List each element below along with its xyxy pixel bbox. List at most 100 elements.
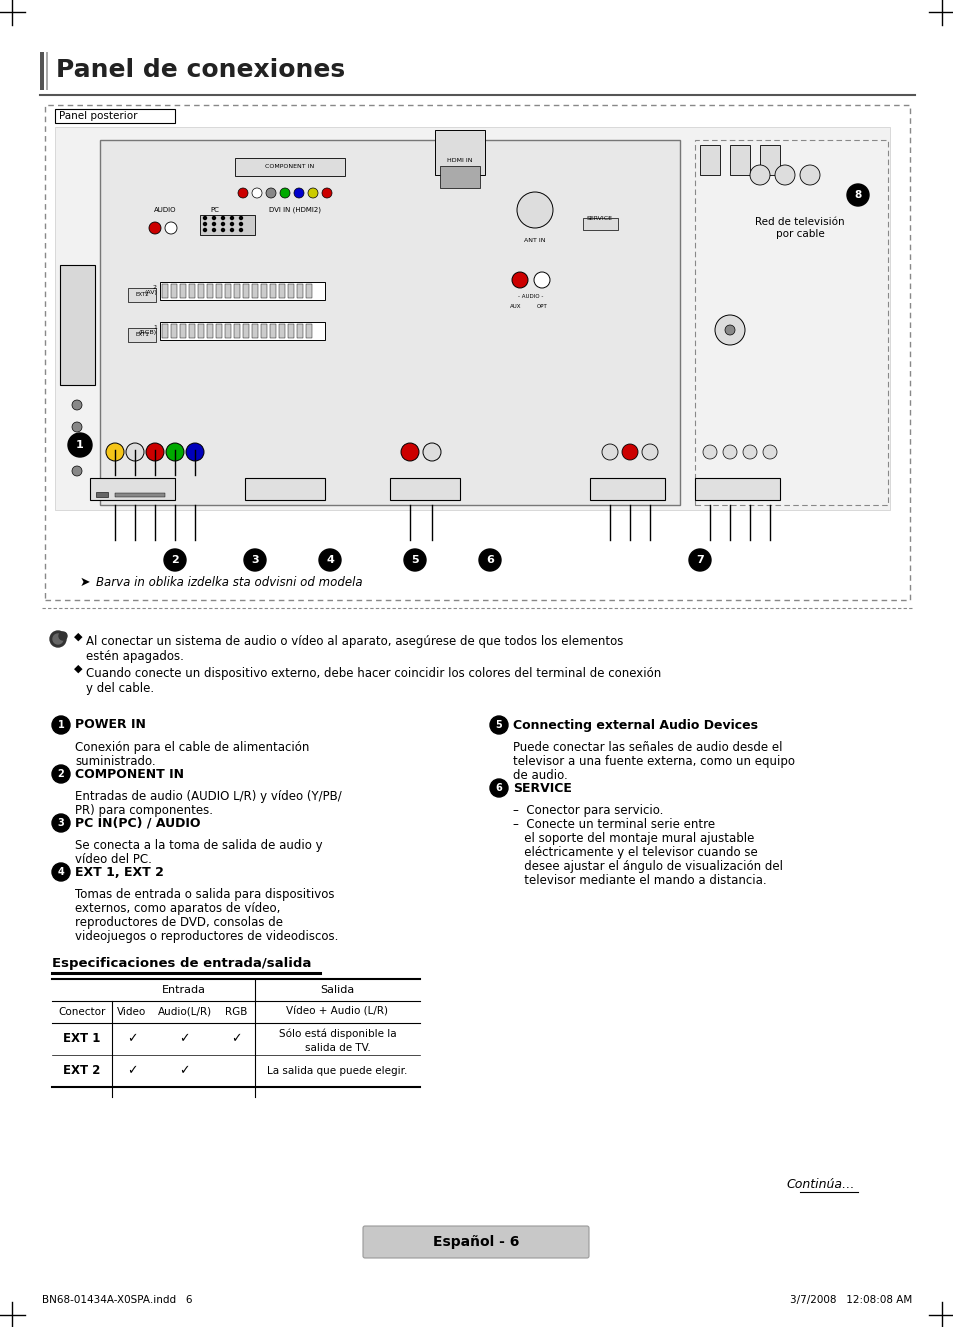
Circle shape — [52, 717, 70, 734]
Text: televisor mediante el mando a distancia.: televisor mediante el mando a distancia. — [513, 874, 766, 886]
Circle shape — [239, 228, 242, 231]
Circle shape — [203, 223, 206, 226]
Bar — [243, 284, 249, 299]
Bar — [261, 284, 267, 299]
Text: 1: 1 — [57, 721, 64, 730]
Circle shape — [490, 717, 507, 734]
Text: desee ajustar el ángulo de visualización del: desee ajustar el ángulo de visualización… — [513, 860, 782, 873]
Text: Entradas de audio (AUDIO L/R) y vídeo (Y/PB/: Entradas de audio (AUDIO L/R) y vídeo (Y… — [75, 790, 341, 803]
Circle shape — [422, 443, 440, 460]
Text: EXT 2: EXT 2 — [63, 1064, 101, 1078]
Bar — [695, 141, 887, 506]
Text: DVI IN (HDMI2): DVI IN (HDMI2) — [269, 207, 320, 214]
Bar — [306, 324, 312, 338]
Circle shape — [221, 216, 224, 219]
Text: 6: 6 — [496, 783, 502, 794]
Bar — [729, 145, 749, 175]
Text: 5: 5 — [496, 721, 502, 730]
Text: EXT 1, EXT 2: EXT 1, EXT 2 — [75, 865, 164, 878]
Text: Especificaciones de entrada/salida: Especificaciones de entrada/salida — [52, 957, 311, 970]
Text: Video: Video — [117, 1007, 147, 1016]
Text: ◆: ◆ — [74, 664, 82, 674]
Bar — [700, 145, 720, 175]
Bar — [225, 284, 231, 299]
Text: ✓: ✓ — [231, 1032, 241, 1046]
Circle shape — [231, 228, 233, 231]
Circle shape — [146, 443, 164, 460]
Circle shape — [702, 445, 717, 459]
Text: ANT IN: ANT IN — [524, 238, 545, 243]
Bar — [288, 324, 294, 338]
Text: televisor a una fuente externa, como un equipo: televisor a una fuente externa, como un … — [513, 755, 794, 768]
Bar — [278, 324, 285, 338]
Circle shape — [164, 549, 186, 571]
Bar — [46, 52, 48, 90]
Bar — [160, 283, 325, 300]
Circle shape — [52, 863, 70, 881]
Circle shape — [621, 445, 638, 460]
Circle shape — [239, 223, 242, 226]
Bar — [100, 141, 679, 506]
Circle shape — [318, 549, 340, 571]
Text: 4: 4 — [326, 555, 334, 565]
Text: Al conectar un sistema de audio o vídeo al aparato, asegúrese de que todos los e: Al conectar un sistema de audio o vídeo … — [86, 636, 622, 648]
Circle shape — [71, 422, 82, 433]
Bar — [760, 145, 780, 175]
Text: ✓: ✓ — [127, 1032, 137, 1046]
Text: PR) para componentes.: PR) para componentes. — [75, 804, 213, 817]
Circle shape — [213, 223, 215, 226]
Text: EXT1: EXT1 — [135, 333, 149, 337]
Bar — [128, 328, 156, 342]
Text: ➤: ➤ — [80, 576, 91, 588]
Circle shape — [534, 272, 550, 288]
Circle shape — [221, 228, 224, 231]
Circle shape — [517, 192, 553, 228]
Circle shape — [490, 779, 507, 798]
Text: Panel posterior: Panel posterior — [59, 111, 137, 121]
Text: EXT2: EXT2 — [135, 292, 149, 297]
Text: 1: 1 — [76, 441, 84, 450]
Circle shape — [294, 188, 304, 198]
Circle shape — [68, 433, 91, 456]
Bar — [171, 324, 177, 338]
Text: EXT 1: EXT 1 — [63, 1032, 101, 1046]
Text: COMPONENT IN: COMPONENT IN — [265, 165, 314, 170]
Bar — [233, 324, 240, 338]
Text: estén apagados.: estén apagados. — [86, 650, 184, 664]
Text: 4: 4 — [57, 867, 64, 877]
Text: POWER IN: POWER IN — [75, 718, 146, 731]
Circle shape — [71, 466, 82, 476]
Text: 7: 7 — [696, 555, 703, 565]
Text: SERVICE: SERVICE — [513, 782, 571, 795]
Text: 6: 6 — [485, 555, 494, 565]
Text: y del cable.: y del cable. — [86, 682, 154, 695]
Text: externos, como aparatos de vídeo,: externos, como aparatos de vídeo, — [75, 902, 280, 916]
Text: ✓: ✓ — [179, 1032, 190, 1046]
Bar — [200, 215, 254, 235]
Circle shape — [512, 272, 527, 288]
Circle shape — [308, 188, 317, 198]
Circle shape — [800, 165, 820, 184]
Circle shape — [166, 443, 184, 460]
Text: Audio(L/R): Audio(L/R) — [157, 1007, 212, 1016]
Circle shape — [53, 634, 63, 644]
Bar — [55, 109, 174, 123]
Text: Panel de conexiones: Panel de conexiones — [56, 58, 345, 82]
Bar — [439, 166, 479, 188]
Circle shape — [231, 223, 233, 226]
Bar — [252, 324, 257, 338]
Text: Tomas de entrada o salida para dispositivos: Tomas de entrada o salida para dispositi… — [75, 888, 335, 901]
Bar — [45, 105, 909, 600]
Bar — [189, 324, 194, 338]
Circle shape — [71, 399, 82, 410]
Text: AUX: AUX — [510, 304, 521, 309]
Circle shape — [266, 188, 275, 198]
Bar — [296, 284, 303, 299]
Circle shape — [237, 188, 248, 198]
Text: 2: 2 — [57, 770, 64, 779]
Circle shape — [165, 222, 177, 234]
Text: 5: 5 — [411, 555, 418, 565]
Text: PC IN(PC) / AUDIO: PC IN(PC) / AUDIO — [75, 816, 200, 829]
Text: videojuegos o reproductores de videodiscos.: videojuegos o reproductores de videodisc… — [75, 930, 338, 943]
Bar — [198, 284, 204, 299]
